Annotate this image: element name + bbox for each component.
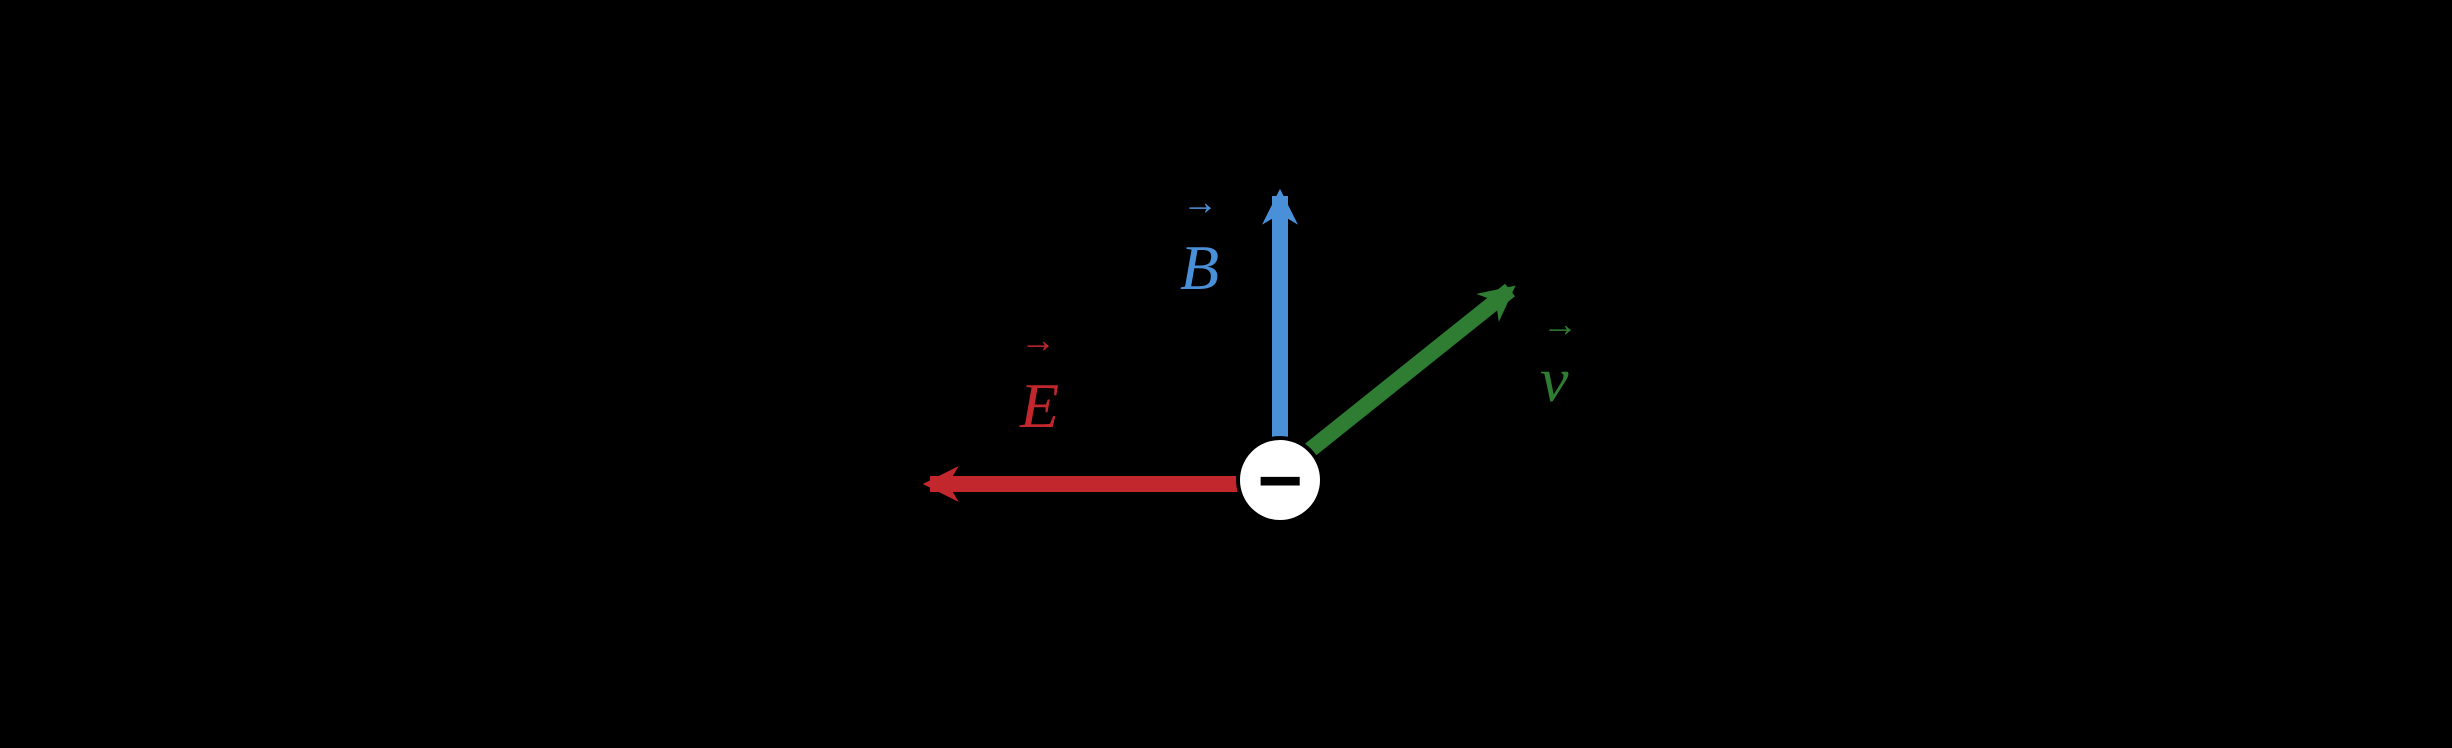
b-vector-label: → B: [1180, 236, 1219, 300]
e-vector-label: → E: [1020, 374, 1059, 438]
b-vector-over-arrow: →: [1182, 184, 1218, 220]
v-vector-letter: v: [1540, 344, 1568, 415]
e-vector-letter: E: [1020, 370, 1059, 441]
vector-svg-layer: −: [0, 0, 2452, 748]
b-vector-letter: B: [1180, 232, 1219, 303]
v-vector-label: → v: [1540, 348, 1568, 412]
e-vector-over-arrow: →: [1020, 322, 1056, 358]
v-vector-arrow: [1310, 290, 1510, 450]
v-vector-over-arrow: →: [1542, 306, 1578, 342]
diagram-canvas: − → E → B → v: [0, 0, 2452, 748]
particle-sign: −: [1257, 436, 1303, 524]
